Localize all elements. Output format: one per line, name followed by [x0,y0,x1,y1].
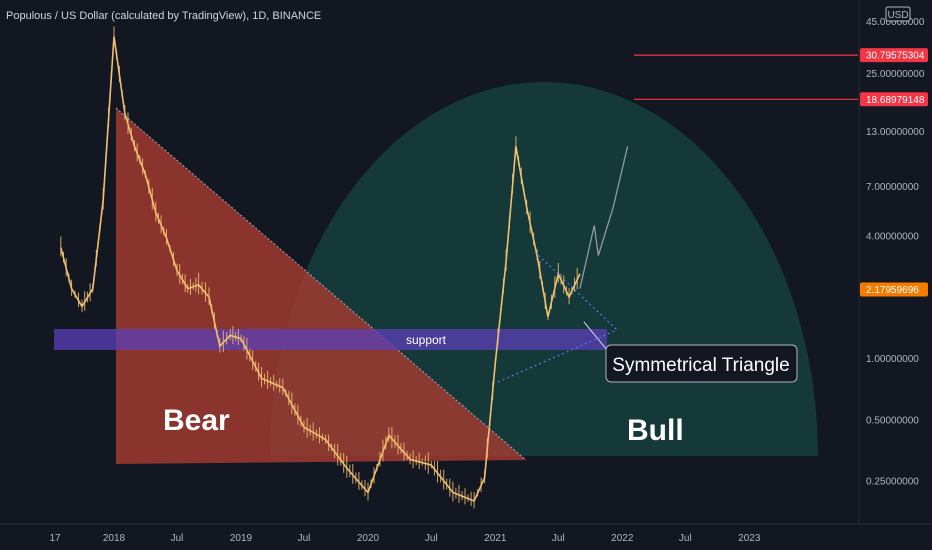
triangle-lower-line [497,329,618,383]
x-tick-label: 2022 [611,533,634,544]
x-tick-label: Jul [679,533,692,544]
bear-label: Bear [163,404,230,437]
y-tick-label: 45.00000000 [866,17,925,28]
last-price-label: 2.17959696 [866,285,919,296]
y-tick-label: 7.00000000 [866,182,919,193]
chart-title: Populous / US Dollar (calculated by Trad… [6,10,322,22]
pattern-label: Symmetrical Triangle [612,355,789,376]
y-tick-label: 4.00000000 [866,231,919,242]
y-tick-label: 13.00000000 [866,127,925,138]
last-price-badge [860,282,928,297]
level-badge [860,92,928,107]
x-tick-label: Jul [552,533,565,544]
y-tick-label: 0.25000000 [866,477,919,488]
x-tick-label: 2018 [103,533,126,544]
y-tick-label: 25.00000000 [866,69,925,80]
price-line [60,36,581,503]
support-band [54,329,607,350]
x-tick-label: Jul [425,533,438,544]
projection-path [579,146,629,289]
x-tick-label: 17 [49,533,61,544]
support-label: support [406,333,447,347]
bull-label: Bull [627,414,684,447]
x-tick-label: Jul [171,533,184,544]
level-badge [860,48,928,63]
pattern-callout-line [583,321,608,351]
level-label: 18.68979148 [866,95,925,106]
currency-box [885,6,911,22]
y-tick-label: 1.00000000 [866,354,919,365]
triangle-upper-line [534,251,618,331]
x-tick-label: 2023 [738,533,761,544]
currency-label: USD [887,10,908,21]
pattern-callout-box [605,344,798,383]
x-tick-label: 2021 [484,533,507,544]
level-label: 30.79575304 [866,51,925,62]
bear-triangle [116,108,526,464]
x-tick-label: 2019 [230,533,253,544]
x-tick-label: Jul [298,533,311,544]
x-tick-label: 2020 [357,533,380,544]
y-tick-label: 0.50000000 [866,415,919,426]
